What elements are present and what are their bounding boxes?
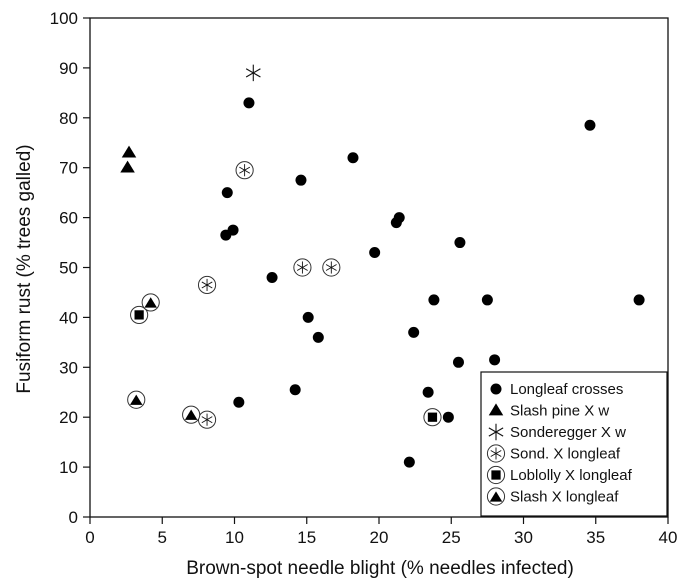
data-point xyxy=(312,331,324,343)
data-point xyxy=(245,64,261,82)
data-point xyxy=(235,161,254,180)
y-tick-label: 100 xyxy=(50,9,78,28)
x-axis-label: Brown-spot needle blight (% needles infe… xyxy=(186,558,574,579)
plot-axes: 0 5 10 15 20 25 30 35 40 0 10 20 30 40 50 60 70 80 90 100 xyxy=(50,9,678,547)
x-tick-label: 15 xyxy=(297,528,316,547)
data-point xyxy=(347,152,359,164)
data-point xyxy=(266,271,278,283)
data-point xyxy=(322,258,341,277)
legend-marker xyxy=(486,487,506,506)
data-point xyxy=(481,294,493,306)
legend-marker xyxy=(486,465,506,485)
y-tick-label: 80 xyxy=(59,109,78,128)
data-point xyxy=(423,408,442,427)
data-point xyxy=(393,212,405,224)
y-tick-label: 30 xyxy=(59,358,78,377)
x-tick-label: 35 xyxy=(586,528,605,547)
data-point xyxy=(141,293,160,312)
data-point xyxy=(369,247,381,259)
legend-marker xyxy=(486,444,506,463)
data-point xyxy=(295,174,307,186)
x-tick-label: 5 xyxy=(158,528,167,547)
legend-box xyxy=(480,371,668,517)
data-point xyxy=(127,390,146,409)
x-tick-label: 20 xyxy=(370,528,389,547)
legend-marker xyxy=(488,423,504,441)
legend-label: Sonderegger X w xyxy=(510,424,626,441)
y-tick-label: 60 xyxy=(59,209,78,228)
data-point xyxy=(289,384,301,396)
data-point xyxy=(403,456,415,468)
data-point xyxy=(452,356,464,368)
legend-label: Loblolly X longleaf xyxy=(510,467,633,484)
legend-label: Longleaf crosses xyxy=(510,381,623,398)
x-tick-label: 30 xyxy=(514,528,533,547)
data-point xyxy=(227,224,239,236)
data-point xyxy=(120,160,135,173)
y-tick-label: 10 xyxy=(59,458,78,477)
data-point xyxy=(489,354,501,366)
data-point xyxy=(197,410,217,429)
data-point xyxy=(428,294,440,306)
data-point xyxy=(233,396,245,408)
legend-label: Slash X longleaf xyxy=(510,489,619,506)
legend-marker xyxy=(490,383,502,395)
legend-label: Sond. X longleaf xyxy=(510,446,621,463)
y-axis-label: Fusiform rust (% trees galled) xyxy=(14,144,35,393)
y-tick-label: 90 xyxy=(59,59,78,78)
legend-label: Slash pine X w xyxy=(510,403,609,420)
data-point xyxy=(302,311,314,323)
data-point xyxy=(197,275,217,295)
data-point xyxy=(121,145,137,158)
y-tick-label: 70 xyxy=(59,159,78,178)
y-tick-label: 0 xyxy=(69,508,78,527)
data-point xyxy=(182,405,201,424)
x-tick-label: 40 xyxy=(659,528,678,547)
y-tick-label: 40 xyxy=(59,308,78,327)
y-tick-label: 20 xyxy=(59,408,78,427)
data-point xyxy=(422,386,434,398)
data-point xyxy=(442,411,454,423)
x-tick-label: 10 xyxy=(225,528,244,547)
y-tick-label: 50 xyxy=(59,259,78,278)
legend-marker xyxy=(488,403,504,416)
data-point xyxy=(408,326,420,338)
data-point xyxy=(584,119,596,131)
data-points xyxy=(120,64,645,468)
data-point xyxy=(221,187,233,199)
data-point xyxy=(130,305,149,324)
x-tick-label: 0 xyxy=(85,528,94,547)
data-point xyxy=(454,237,466,249)
x-tick-label: 25 xyxy=(442,528,461,547)
legend: Longleaf crosses Slash pine X w Sonderegge… xyxy=(480,371,668,517)
data-point xyxy=(293,258,312,277)
data-point xyxy=(633,294,645,306)
data-point xyxy=(243,97,255,109)
